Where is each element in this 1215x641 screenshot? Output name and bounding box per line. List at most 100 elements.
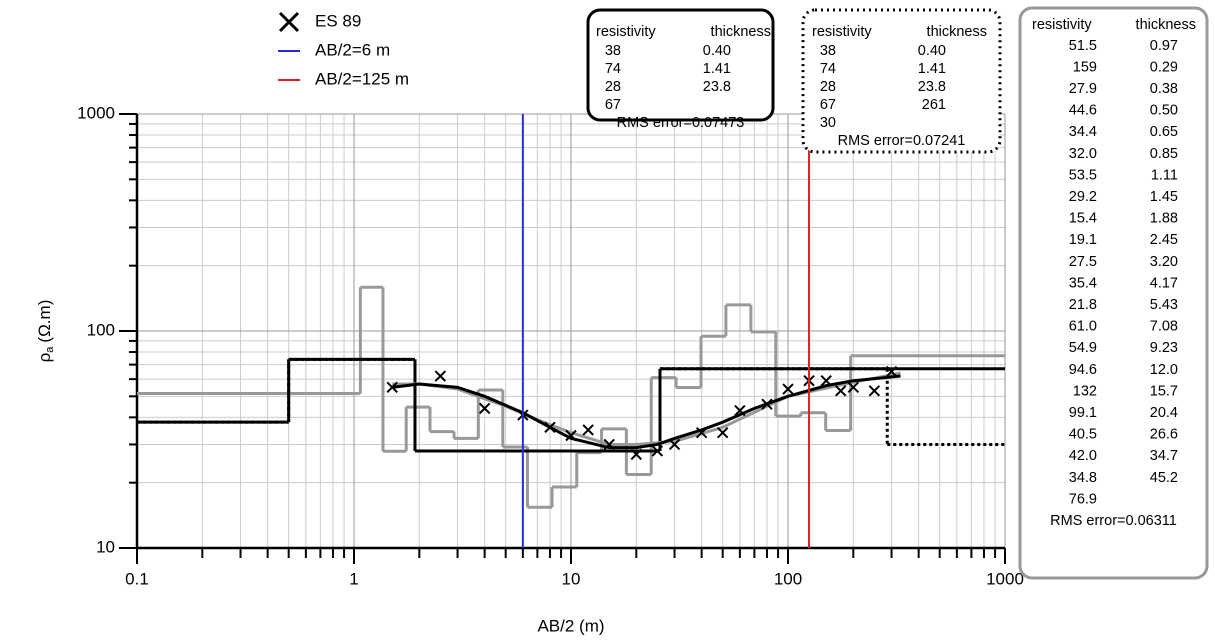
thickness: 0.50 (1150, 103, 1178, 119)
resistivity: 27.5 (1069, 254, 1097, 270)
resistivity: 34.4 (1069, 124, 1097, 140)
resistivity: 61.0 (1069, 319, 1097, 335)
data-point (565, 429, 577, 442)
resistivity: 159 (1073, 59, 1097, 75)
y-label-subscript: a (44, 346, 56, 353)
y-tick-label: 10 (96, 537, 115, 556)
x-tick-label: 0.1 (125, 569, 149, 588)
data-point (782, 383, 794, 395)
rms-error: RMS error=0.07241 (838, 133, 966, 149)
table-header: resistivity (1032, 17, 1092, 33)
table-border (586, 8, 775, 122)
thickness: 1.41 (703, 61, 731, 77)
resistivity: 30 (820, 115, 836, 131)
resistivity: 40.5 (1069, 427, 1097, 443)
thickness: 3.20 (1150, 254, 1178, 270)
thickness: 1.11 (1151, 167, 1178, 183)
thickness: 34.7 (1150, 448, 1178, 464)
x-tick-label: 100 (774, 569, 802, 588)
data-point (478, 402, 491, 415)
resistivity: 44.6 (1069, 103, 1097, 119)
thickness: 9.23 (1150, 340, 1178, 356)
table-border (1018, 6, 1209, 580)
model-table: resistivity thickness 51.5 0.97 159 0.29 27.9 0… (1018, 6, 1209, 580)
resistivity: 27.9 (1069, 81, 1097, 97)
table-header: resistivity (596, 24, 656, 40)
resistivity: 34.8 (1069, 470, 1097, 486)
model-table: resistivity thickness 38 0.40 74 1.41 28 23.8 67… (801, 8, 1002, 154)
data-point (668, 438, 681, 451)
legend-marker (278, 11, 300, 33)
thickness: 4.17 (1150, 275, 1178, 291)
x-axis-label: AB/2 (m) (537, 616, 604, 635)
thickness: 5.43 (1150, 297, 1178, 313)
thickness: 26.6 (1150, 427, 1178, 443)
resistivity: 38 (605, 43, 621, 59)
data-point (582, 424, 594, 436)
data-point (761, 398, 773, 410)
data-point (386, 381, 398, 394)
data-point (734, 404, 746, 417)
thickness: 0.65 (1150, 124, 1178, 140)
resistivity: 42.0 (1069, 448, 1097, 464)
resistivity: 67 (820, 97, 836, 113)
model-table: resistivity thickness 38 0.40 74 1.41 28 23.8 67… (586, 8, 775, 131)
data-point (847, 381, 860, 394)
thickness: 0.85 (1150, 146, 1178, 162)
resistivity: 74 (820, 61, 836, 77)
resistivity: 94.6 (1069, 362, 1097, 378)
thickness: 2.45 (1150, 232, 1178, 248)
resistivity: 28 (820, 79, 836, 95)
data-point (820, 375, 832, 387)
resistivity: 19.1 (1069, 232, 1097, 248)
x-tick-label: 1 (349, 569, 358, 588)
thickness: 0.97 (1150, 38, 1178, 54)
table-header: thickness (711, 24, 771, 40)
table-header: resistivity (812, 24, 872, 40)
thickness: 15.7 (1150, 383, 1178, 399)
thickness: 0.29 (1150, 59, 1178, 75)
thickness: 23.8 (918, 79, 946, 95)
resistivity: 67 (605, 97, 621, 113)
resistivity: 32.0 (1069, 146, 1097, 162)
thickness: 0.38 (1150, 81, 1178, 97)
y-tick-label: 100 (87, 320, 115, 339)
data-point (651, 445, 664, 457)
table-border (801, 8, 1002, 154)
resistivity: 35.4 (1069, 275, 1097, 291)
data-point (630, 448, 643, 461)
x-tick-label: 1000 (986, 569, 1024, 588)
thickness: 23.8 (703, 79, 731, 95)
resistivity: 54.9 (1069, 340, 1097, 356)
thickness: 12.0 (1150, 362, 1178, 378)
thickness: 1.88 (1150, 211, 1178, 227)
data-point (885, 365, 898, 378)
legend-label: AB/2=6 m (315, 40, 390, 59)
thickness: 1.45 (1150, 189, 1178, 205)
resistivity: 132 (1073, 383, 1097, 399)
data-point (695, 426, 708, 439)
resistivity: 21.8 (1069, 297, 1097, 313)
thickness: 0.40 (703, 43, 731, 59)
data-point (603, 438, 615, 451)
data-point (835, 385, 847, 397)
data-point (716, 426, 729, 439)
data-point (434, 370, 447, 382)
resistivity: 53.5 (1069, 167, 1097, 183)
thickness: 1.41 (918, 61, 946, 77)
data-point (544, 421, 556, 433)
thickness: 261 (922, 97, 946, 113)
data-point (868, 385, 881, 397)
resistivity: 74 (605, 61, 621, 77)
resistivity: 51.5 (1069, 38, 1097, 54)
rms-error: RMS error=0.06311 (1050, 513, 1177, 529)
x-tick-label: 10 (562, 569, 581, 588)
resistivity: 15.4 (1069, 211, 1097, 227)
y-label-unit: (Ω.m) (35, 300, 54, 343)
resistivity: 29.2 (1069, 189, 1097, 205)
resistivity: 28 (605, 79, 621, 95)
thickness: 45.2 (1150, 470, 1178, 486)
y-label-symbol: ρ (35, 353, 54, 363)
table-header: thickness (1136, 17, 1196, 33)
